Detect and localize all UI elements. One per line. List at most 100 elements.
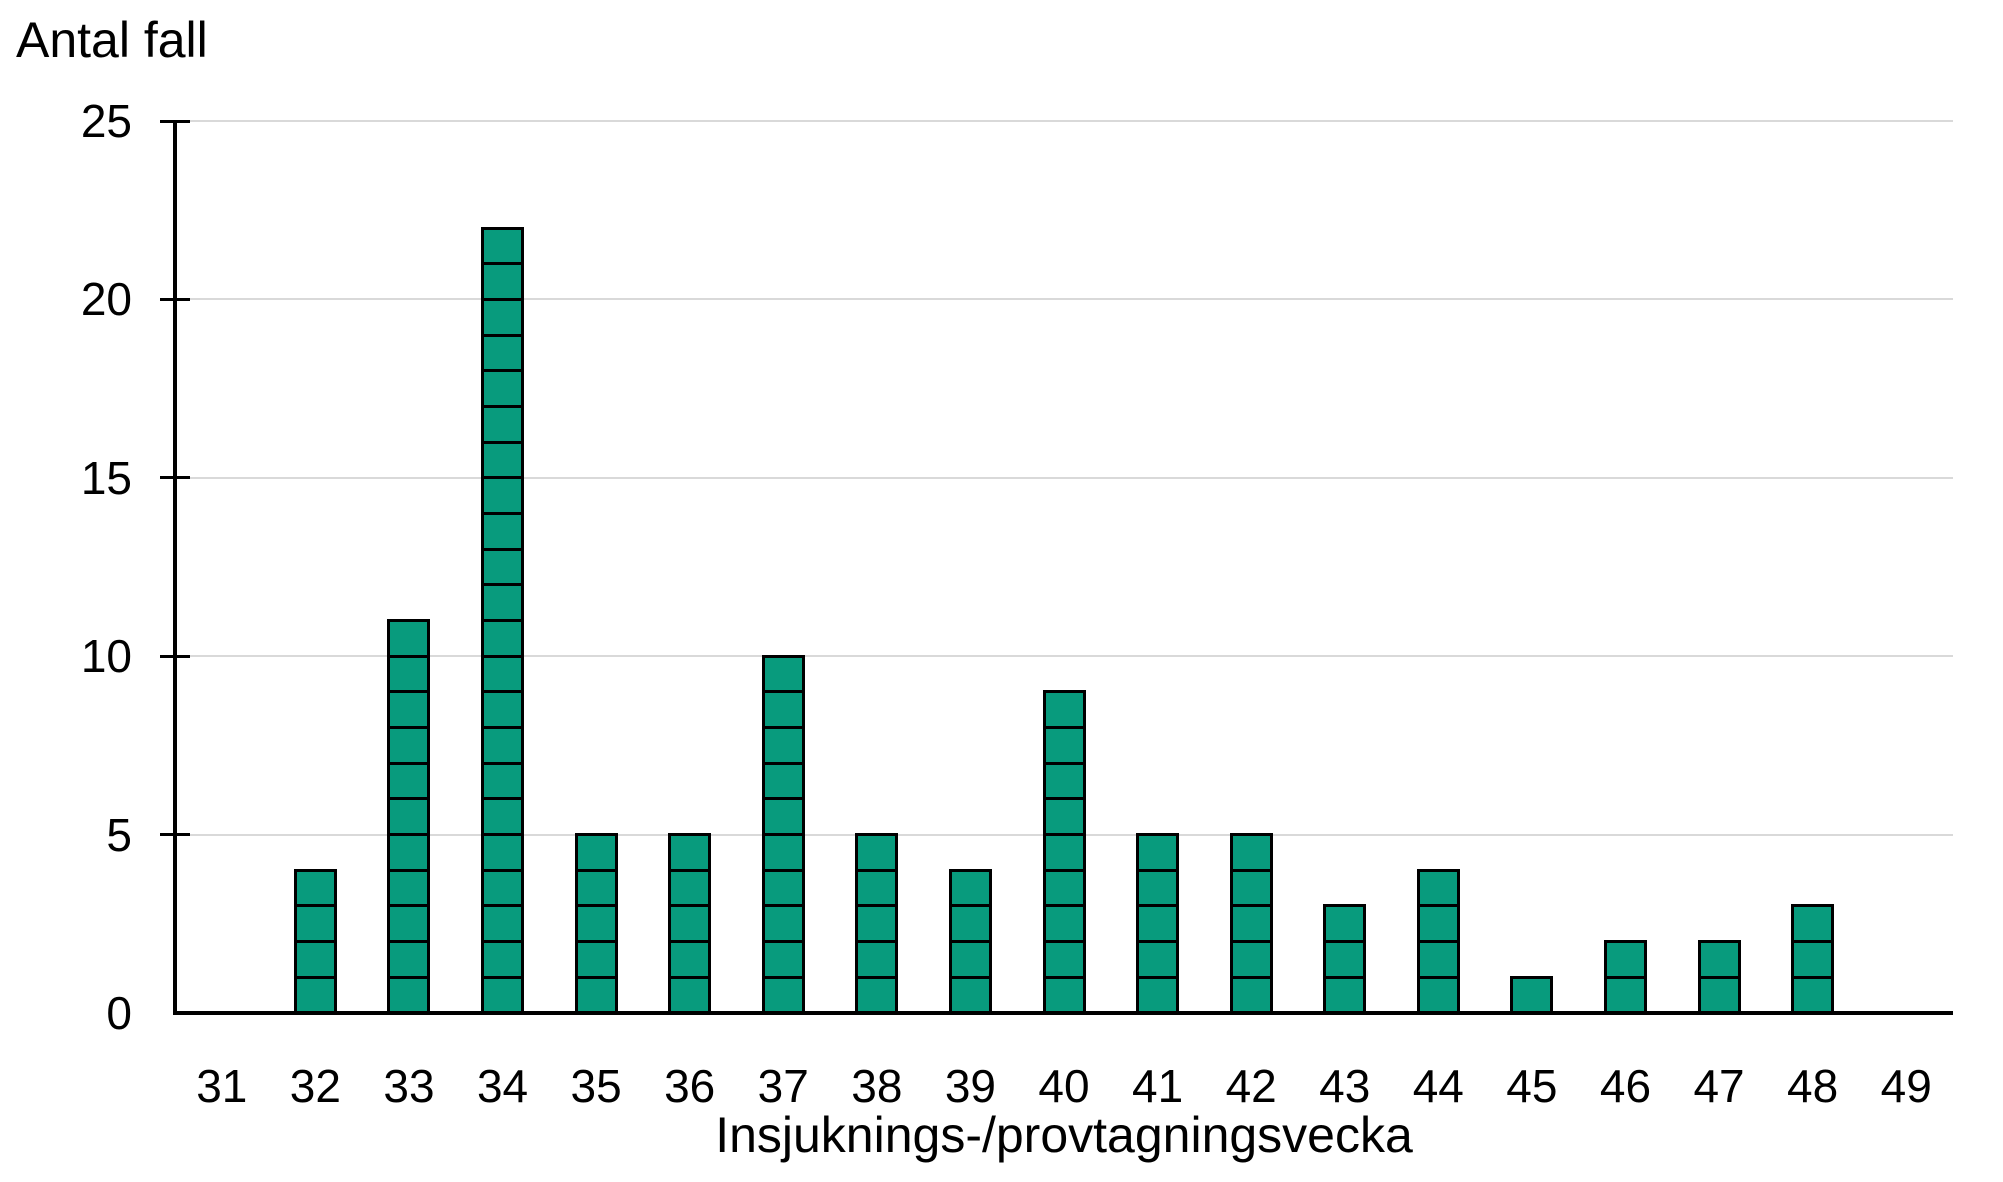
x-tick-label-39: 39 — [944, 1060, 996, 1112]
bar-week-41 — [1136, 833, 1180, 1015]
case-unit-block — [761, 690, 805, 730]
case-unit-block — [668, 940, 712, 979]
bar-week-44 — [1416, 868, 1460, 1015]
bar-week-45 — [1510, 975, 1554, 1015]
case-unit-block — [481, 369, 525, 408]
case-unit-block — [481, 761, 525, 801]
bar-week-35 — [574, 833, 618, 1015]
x-tick-label-37: 37 — [757, 1060, 809, 1112]
x-tick-label-49: 49 — [1880, 1060, 1932, 1112]
case-unit-block — [481, 725, 525, 765]
case-unit-block — [668, 833, 712, 872]
case-unit-block — [761, 904, 805, 944]
y-tick-label-15: 15 — [80, 451, 132, 504]
case-unit-block — [761, 868, 805, 908]
y-tick-label-20: 20 — [80, 273, 132, 326]
bar-week-32 — [293, 868, 337, 1015]
bar-week-37 — [761, 654, 805, 1015]
case-unit-block — [481, 297, 525, 337]
case-unit-block — [1136, 868, 1180, 908]
case-unit-block — [948, 904, 992, 944]
case-unit-block — [1416, 975, 1460, 1015]
x-tick-label-44: 44 — [1412, 1060, 1464, 1112]
case-unit-block — [481, 654, 525, 694]
y-axis-line — [173, 121, 177, 1015]
case-unit-block — [1791, 904, 1835, 944]
x-tick-label-42: 42 — [1225, 1060, 1277, 1112]
case-unit-block — [481, 975, 525, 1015]
case-unit-block — [1042, 726, 1086, 765]
case-unit-block — [668, 975, 712, 1015]
x-tick-label-32: 32 — [289, 1060, 341, 1112]
y-tick-label-10: 10 — [80, 630, 132, 683]
case-unit-block — [1229, 833, 1273, 872]
case-unit-block — [1229, 940, 1273, 979]
gridline-y-20 — [175, 298, 1953, 301]
case-unit-block — [1791, 940, 1835, 979]
case-unit-block — [574, 833, 618, 872]
bar-week-36 — [668, 833, 712, 1015]
case-unit-block — [481, 583, 525, 622]
x-tick-label-45: 45 — [1506, 1060, 1558, 1112]
case-unit-block — [1510, 975, 1554, 1015]
case-unit-block — [668, 868, 712, 908]
case-unit-block — [1697, 975, 1741, 1015]
case-unit-block — [1791, 975, 1835, 1015]
case-unit-block — [1416, 940, 1460, 979]
gridline-y-15 — [175, 476, 1953, 479]
case-unit-block — [1042, 868, 1086, 908]
x-tick-label-35: 35 — [570, 1060, 622, 1112]
case-unit-block — [387, 726, 431, 765]
x-tick-label-48: 48 — [1787, 1060, 1839, 1112]
case-unit-block — [1042, 904, 1086, 944]
case-unit-block — [481, 904, 525, 943]
bar-week-38 — [855, 833, 899, 1015]
case-unit-block — [1042, 975, 1086, 1015]
case-unit-block — [1323, 940, 1367, 979]
x-tick-label-43: 43 — [1319, 1060, 1371, 1112]
case-unit-block — [481, 440, 525, 480]
x-tick-label-41: 41 — [1131, 1060, 1184, 1112]
case-unit-block — [855, 975, 899, 1015]
bar-week-40 — [1042, 690, 1086, 1015]
bar-week-33 — [387, 619, 431, 1015]
case-unit-block — [574, 904, 618, 944]
case-unit-block — [481, 333, 525, 373]
x-tick-label-46: 46 — [1599, 1060, 1652, 1112]
case-unit-block — [1697, 940, 1741, 979]
case-unit-block — [387, 833, 431, 872]
x-tick-label-31: 31 — [196, 1060, 248, 1112]
case-unit-block — [387, 797, 431, 837]
case-unit-block — [387, 619, 431, 658]
gridline-y-10 — [175, 655, 1953, 658]
x-tick-label-40: 40 — [1038, 1060, 1090, 1112]
case-unit-block — [481, 939, 525, 979]
x-tick-label-47: 47 — [1693, 1060, 1745, 1112]
case-unit-block — [1042, 690, 1086, 730]
case-unit-block — [761, 654, 805, 694]
case-unit-block — [481, 547, 525, 587]
case-unit-block — [855, 833, 899, 872]
case-unit-block — [761, 975, 805, 1015]
case-unit-block — [855, 904, 899, 944]
y-tick-label-0: 0 — [106, 987, 132, 1039]
case-unit-block — [1603, 940, 1647, 979]
case-unit-block — [1229, 868, 1273, 908]
case-unit-block — [668, 904, 712, 944]
case-unit-block — [1136, 904, 1180, 944]
y-axis-title: Antal fall — [16, 12, 208, 68]
x-tick-label-34: 34 — [476, 1060, 529, 1112]
case-unit-block — [1136, 833, 1180, 872]
case-unit-block — [481, 868, 525, 908]
case-unit-block — [387, 654, 431, 694]
x-tick-label-38: 38 — [851, 1060, 903, 1112]
bar-week-34 — [481, 226, 525, 1015]
case-unit-block — [1229, 975, 1273, 1015]
case-unit-block — [387, 761, 431, 801]
bar-week-43 — [1323, 904, 1367, 1015]
x-tick-label-33: 33 — [383, 1060, 435, 1112]
case-unit-block — [387, 868, 431, 908]
case-unit-block — [948, 868, 992, 908]
case-unit-block — [948, 940, 992, 979]
